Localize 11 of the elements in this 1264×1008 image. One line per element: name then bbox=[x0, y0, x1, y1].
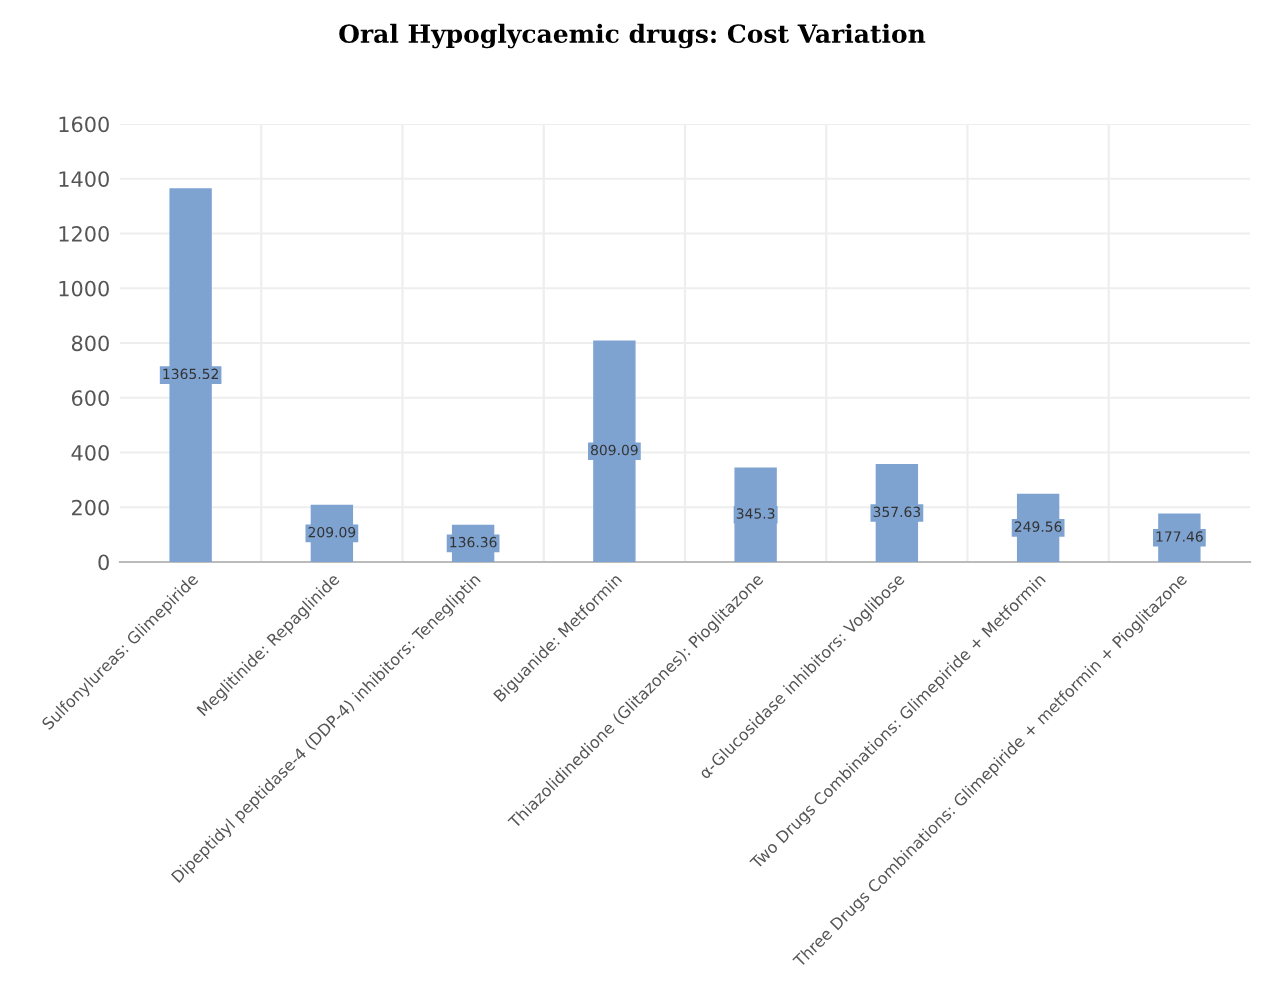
y-tick-label: 0 bbox=[98, 554, 109, 571]
y-tick-label: 800 bbox=[71, 335, 109, 352]
y-tick-label: 1600 bbox=[59, 116, 109, 133]
y-tick-label: 200 bbox=[72, 499, 109, 516]
y-tick-label: 400 bbox=[71, 444, 109, 461]
y-tick-label: 1400 bbox=[59, 171, 109, 187]
y-tick-label: 600 bbox=[71, 390, 109, 406]
y-tick-label: 1200 bbox=[59, 225, 109, 242]
chart-title: Oral Hypoglycaemic drugs: Cost Variation bbox=[339, 23, 926, 49]
bar bbox=[593, 340, 636, 562]
y-tick-label: 1000 bbox=[59, 280, 109, 297]
